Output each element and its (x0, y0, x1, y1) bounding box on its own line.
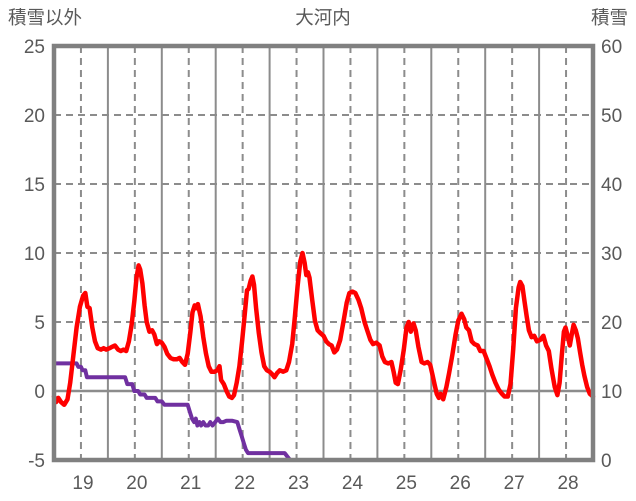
x-axis-day-label: 26 (450, 473, 471, 494)
temperature-line (51, 250, 596, 408)
x-axis-day-label: 21 (180, 473, 201, 494)
plot-border (51, 43, 596, 463)
data-series (51, 250, 596, 462)
right-axis-tick-label: 60 (601, 37, 622, 58)
right-axis-tick-label: 50 (601, 106, 622, 127)
left-axis-tick-label: 0 (34, 382, 45, 403)
x-axis-day-label: 25 (396, 473, 417, 494)
x-axis-day-label: 23 (288, 473, 309, 494)
left-axis-tick-label: 25 (24, 37, 45, 58)
x-axis-day-label: 20 (126, 473, 147, 494)
right-axis-tick-label: 20 (601, 313, 622, 334)
chart-title: 大河内 (295, 7, 351, 28)
right-axis-tick-label: 0 (601, 451, 612, 472)
x-axis-day-label: 22 (234, 473, 255, 494)
x-axis-day-label: 27 (504, 473, 525, 494)
x-axis-day-label: 28 (557, 473, 578, 494)
left-axis-tick-label: 20 (24, 106, 45, 127)
left-axis-tick-label: 5 (34, 313, 45, 334)
grid-lines (54, 46, 593, 460)
left-axis-title: 積雪以外 (8, 7, 82, 28)
right-axis-tick-label: 10 (601, 382, 622, 403)
left-axis-tick-label: 10 (24, 244, 45, 265)
right-axis-title: 積雪 (591, 7, 628, 28)
left-axis-tick-label: -5 (28, 451, 45, 472)
left-axis-tick-label: 15 (24, 175, 45, 196)
snow-depth-line (52, 361, 595, 462)
x-axis-day-label: 19 (72, 473, 93, 494)
right-axis-tick-label: 40 (601, 175, 622, 196)
right-axis-tick-label: 30 (601, 244, 622, 265)
x-axis-day-label: 24 (342, 473, 364, 494)
